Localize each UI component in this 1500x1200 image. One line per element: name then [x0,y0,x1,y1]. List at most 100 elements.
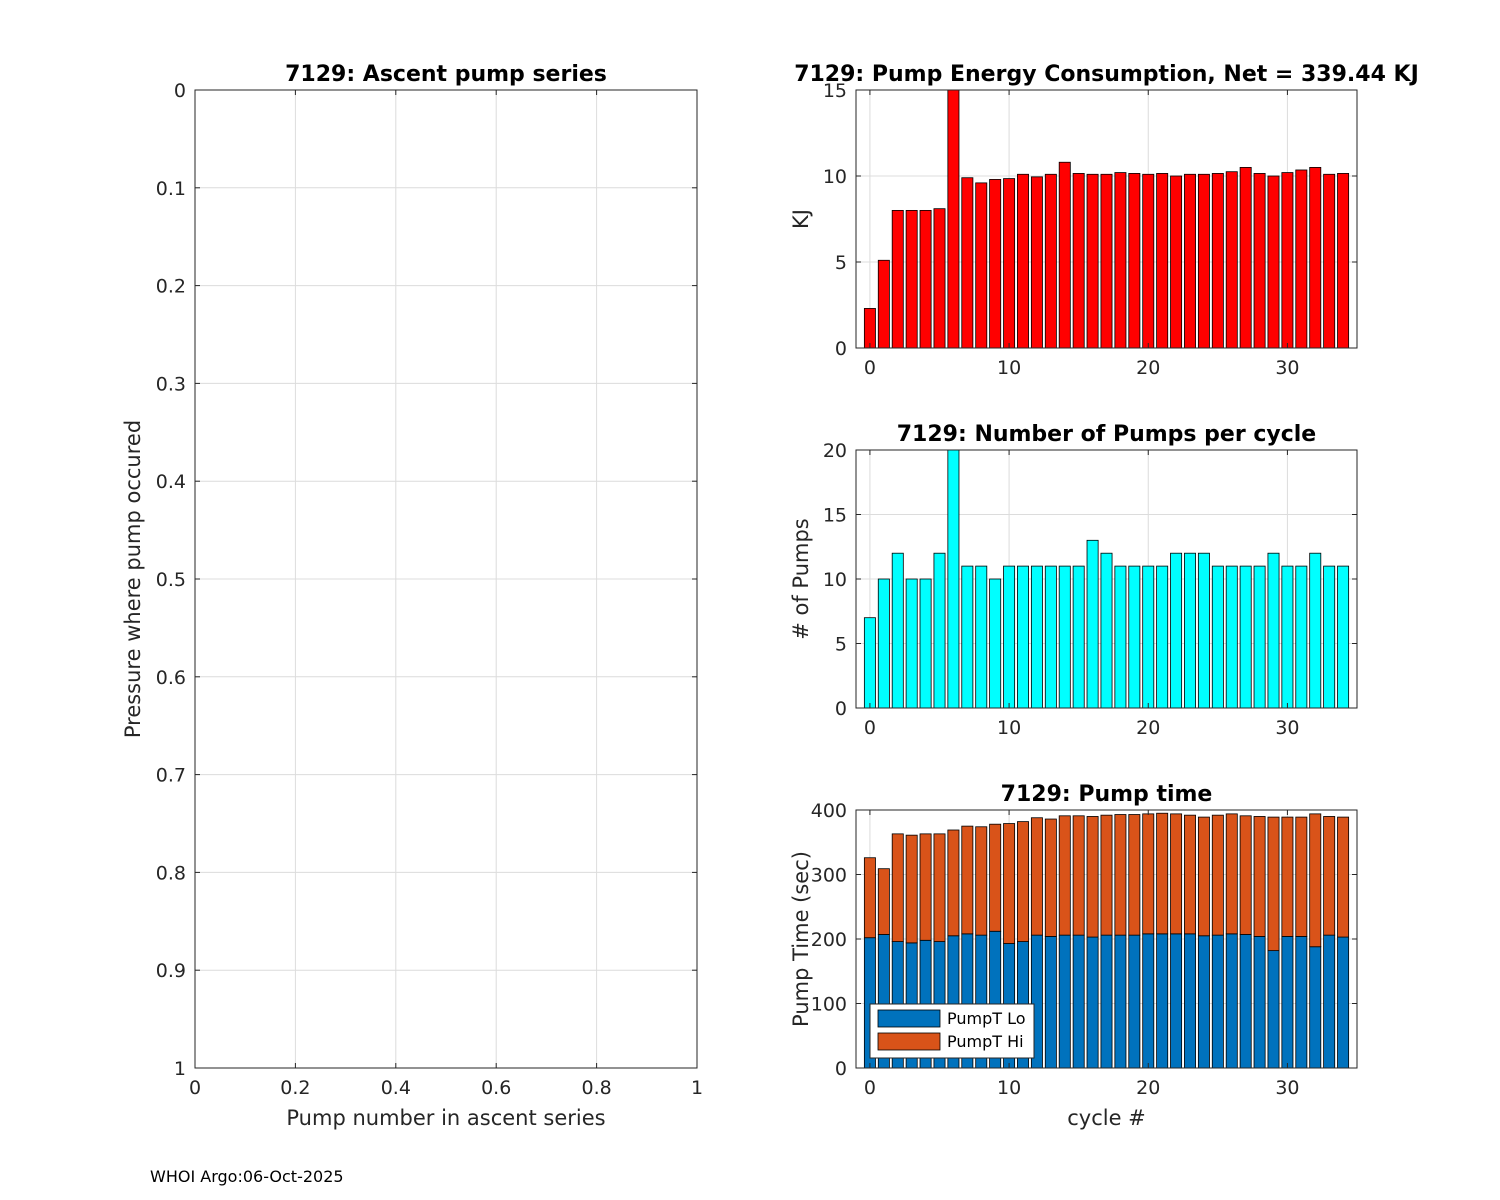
bar-pumps-22 [1170,552,1183,709]
bar-energy-28 [1253,173,1266,349]
bar-energy-34 [1337,173,1350,349]
bar-pumps-3 [905,578,918,709]
bar-energy-5 [933,208,946,349]
y-tick-label: 15 [823,505,847,527]
y-tick-label: 100 [811,994,847,1016]
bar-pumptime-s0-29 [1267,950,1280,1069]
bar-pumps-30 [1281,565,1294,709]
bar-pumps-11 [1017,565,1029,709]
bar-energy-22 [1170,175,1183,349]
bar-pumps-27 [1239,565,1252,709]
bar-pumps-14 [1058,565,1071,709]
x-tick-label: 1 [691,1077,703,1099]
legend-label: PumpT Lo [947,1009,1026,1028]
chart-title: 7129: Number of Pumps per cycle [897,422,1316,447]
bar-energy-0 [863,308,876,349]
bar-energy-23 [1184,173,1196,349]
x-tick-label: 10 [997,1077,1021,1099]
bar-pumptime-s1-4 [919,833,932,941]
bar-pumptime-s0-16 [1086,936,1099,1069]
gridlines [194,89,698,1069]
bar-energy-16 [1086,173,1099,349]
bar-energy-29 [1267,175,1280,349]
bar-pumptime-s1-7 [961,825,974,935]
bar-pumps-5 [933,552,946,709]
bar-pumptime-s0-23 [1184,933,1196,1069]
y-tick-label: 15 [823,80,847,102]
bar-pumptime-s1-28 [1253,816,1266,937]
bar-pumps-15 [1072,565,1085,709]
bar-energy-18 [1114,172,1127,349]
bar-pumptime-s0-22 [1170,933,1183,1069]
bar-pumps-0 [863,617,876,709]
bar-energy-2 [891,209,904,349]
bar-pumptime-s0-25 [1211,934,1224,1069]
y-tick-label: 300 [811,865,847,887]
y-tick-label: 1 [174,1058,186,1080]
bar-pumps-31 [1295,565,1308,709]
bar-pumptime-s0-30 [1281,936,1294,1069]
bar-pumptime-s1-15 [1072,815,1085,936]
bar-pumps-33 [1323,565,1336,709]
legend-label: PumpT Hi [947,1032,1024,1051]
bar-pumps-1 [877,578,890,709]
bar-pumps-26 [1225,565,1238,709]
bar-pumptime-s1-31 [1295,816,1308,937]
y-axis-label: # of Pumps [789,518,813,640]
y-tick-label: 0 [835,338,847,360]
bar-pumptime-s1-33 [1323,816,1336,936]
bar-pumptime-s1-8 [975,826,988,936]
bar-pumptime-s1-26 [1225,813,1238,935]
chart-title: 7129: Pump time [1001,782,1213,807]
y-tick-label: 20 [823,440,847,462]
bar-pumptime-s0-33 [1323,934,1336,1069]
bar-energy-27 [1239,166,1252,349]
legend-swatch [877,1009,941,1028]
bar-pumptime-s0-18 [1114,934,1127,1069]
bar-pumps-4 [919,578,932,709]
bar-energy-11 [1017,173,1029,349]
bar-pumptime-s1-11 [1017,821,1029,942]
x-tick-label: 30 [1275,1077,1299,1099]
x-tick-label: 0.6 [481,1077,511,1099]
bar-pumps-17 [1100,552,1113,709]
bar-pumptime-s1-9 [989,823,1002,932]
y-axis-label: Pump Time (sec) [789,851,813,1027]
bar-pumps-20 [1142,565,1155,709]
bar-pumptime-s1-30 [1281,816,1294,937]
bar-energy-25 [1211,173,1224,349]
chart-pumps: 0 10 20 30 0 5 10 15 20 7129: Number of Pumps per… [789,422,1358,739]
legend: PumpT Lo PumpT Hi [869,1003,1035,1059]
y-tick-label: 0.2 [156,276,186,298]
bar-energy-10 [1003,178,1016,349]
y-tick-label: 400 [811,800,847,822]
bar-pumptime-s0-26 [1225,933,1238,1069]
bar-pumptime-s1-3 [905,834,918,944]
bar-energy-8 [975,182,988,349]
bar-energy-3 [905,209,918,349]
bar-energy-31 [1295,169,1308,349]
bar-pumps-18 [1114,565,1127,709]
bar-pumptime-s1-0 [863,857,876,939]
y-tick-label: 5 [835,252,847,274]
bar-pumptime-s1-12 [1030,817,1043,936]
bar-pumptime-s1-25 [1211,814,1224,936]
x-tick-label: 0.4 [381,1077,411,1099]
bar-pumptime-s1-19 [1128,814,1141,936]
bar-pumptime-s0-21 [1156,933,1169,1069]
x-tick-label: 0 [864,357,876,379]
bar-pumptime-s0-15 [1072,934,1085,1069]
bar-pumptime-s1-2 [891,833,904,942]
y-tick-label: 200 [811,929,847,951]
bar-pumptime-s0-13 [1044,936,1057,1069]
bar-pumps-23 [1184,552,1196,709]
bar-energy-26 [1225,171,1238,349]
bar-energy-6 [947,89,960,349]
bar-pumps-32 [1309,552,1322,709]
x-tick-label: 10 [997,717,1021,739]
bar-pumptime-s0-28 [1253,936,1266,1069]
bar-pumptime-s1-20 [1142,813,1155,935]
bar-pumps-13 [1044,565,1057,709]
